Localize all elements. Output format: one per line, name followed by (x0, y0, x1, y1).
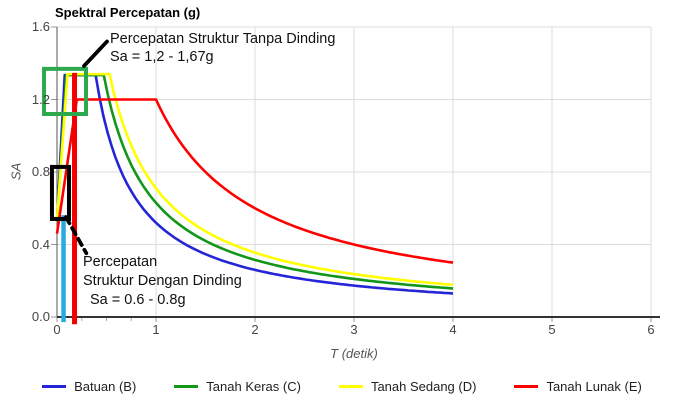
annotation-tanpa-dinding-line2: Sa = 1,2 - 1,67g (110, 48, 214, 65)
legend-label: Tanah Lunak (E) (546, 379, 642, 394)
x-tick-label: 2 (251, 322, 259, 337)
legend-swatch (42, 385, 67, 388)
y-tick-label: 1.6 (31, 19, 50, 34)
x-tick-label: 0 (53, 322, 61, 337)
legend-swatch (338, 385, 363, 388)
x-axis-title: T (detik) (330, 346, 378, 361)
x-tick-label: 1 (152, 322, 160, 337)
legend-item: Tanah Lunak (E) (514, 379, 642, 394)
y-tick-label: 0.4 (31, 236, 50, 252)
annotation-tanpa-dinding-line1: Percepatan Struktur Tanpa Dinding (110, 31, 336, 47)
x-tick-label: 3 (350, 322, 358, 337)
legend-label: Tanah Sedang (D) (370, 379, 477, 394)
annotation-dengan-dinding-line1: Percepatan (83, 254, 158, 270)
legend-label: Tanah Keras (C) (206, 379, 301, 394)
y-tick-label: 0.0 (31, 309, 50, 324)
legend-label: Batuan (B) (74, 379, 137, 394)
y-tick-label: 1.2 (31, 91, 50, 107)
chart-title: Spektral Percepatan (g) (55, 5, 201, 20)
annotation-dengan-dinding-line3: Sa = 0.6 - 0.8g (90, 292, 186, 308)
x-tick-label: 5 (548, 322, 556, 337)
annotation-dengan-dinding-line2: Struktur Dengan Dinding (83, 272, 242, 289)
chart-legend: Batuan (B) Tanah Keras (C) Tanah Sedang (D… (0, 379, 684, 394)
legend-swatch (174, 385, 199, 388)
legend-item: Tanah Sedang (D) (338, 379, 477, 394)
x-tick-label: 6 (647, 322, 655, 337)
y-tick-label: 0.8 (31, 164, 50, 179)
legend-item: Batuan (B) (42, 379, 136, 394)
annotation-tanpa-dinding: Percepatan Struktur Tanpa Dinding Sa = 1… (110, 31, 335, 66)
annotation-dengan-dinding: Percepatan Struktur Dengan Dinding Sa = … (83, 253, 242, 310)
legend-item: Tanah Keras (C) (174, 379, 301, 394)
x-tick-label: 4 (449, 322, 457, 337)
legend-swatch (514, 385, 539, 388)
